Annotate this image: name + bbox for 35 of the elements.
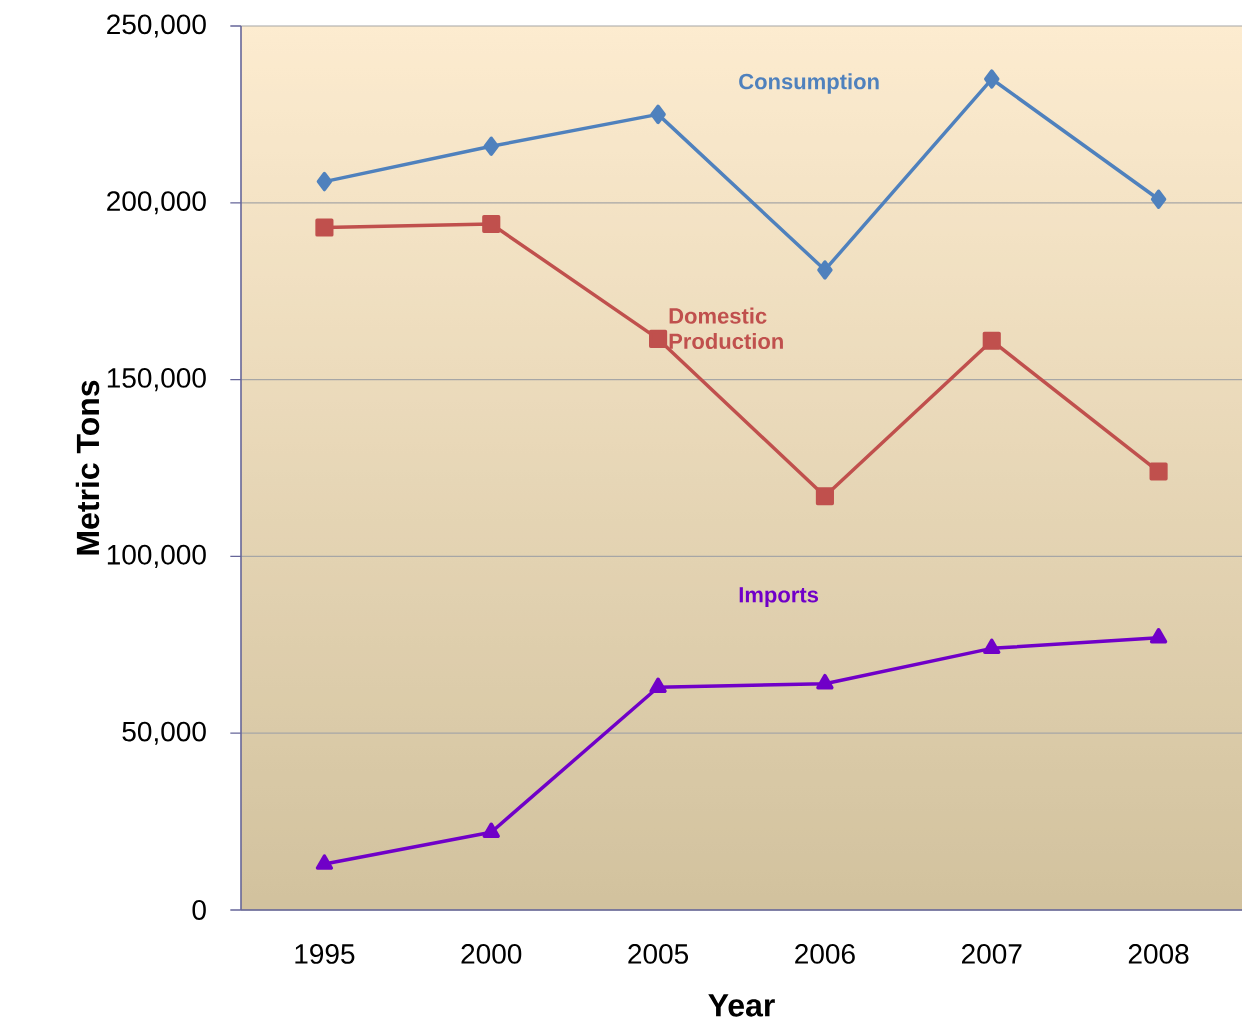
y-tick-label: 50,000 [122,721,206,745]
y-tick-label: 250,000 [107,14,206,38]
point [482,822,500,838]
point [649,329,668,348]
x-tick-label: 2006 [795,944,855,964]
series-label: Domestic Production [669,307,783,350]
point [983,638,1001,655]
x-axis-title: Year [708,994,775,1017]
point [982,331,1001,350]
point [482,214,501,234]
point [1150,189,1167,209]
x-tick-label: 2007 [962,944,1022,964]
x-tick-label: 2008 [1128,944,1189,964]
y-tick-label: 100,000 [107,544,206,568]
y-axis-title: Metric Tons [75,380,100,555]
point [817,260,833,280]
text: Imports [739,587,819,607]
text: Consumption [739,73,879,94]
point [1149,462,1168,481]
y-tick-label: 200,000 [107,191,206,215]
point [1149,627,1168,644]
point [650,104,666,125]
y-tick-label: 150,000 [107,368,206,392]
point [649,677,667,693]
point [315,218,334,237]
point [815,487,834,506]
point [984,69,1000,89]
point [316,171,333,192]
point [816,673,834,690]
y-tick-label: 0 [192,900,206,920]
point [483,136,499,156]
x-tick-label: 1995 [295,944,355,964]
x-tick-label: 2005 [628,944,689,964]
x-tick-label: 2000 [461,944,522,964]
point [315,854,334,870]
